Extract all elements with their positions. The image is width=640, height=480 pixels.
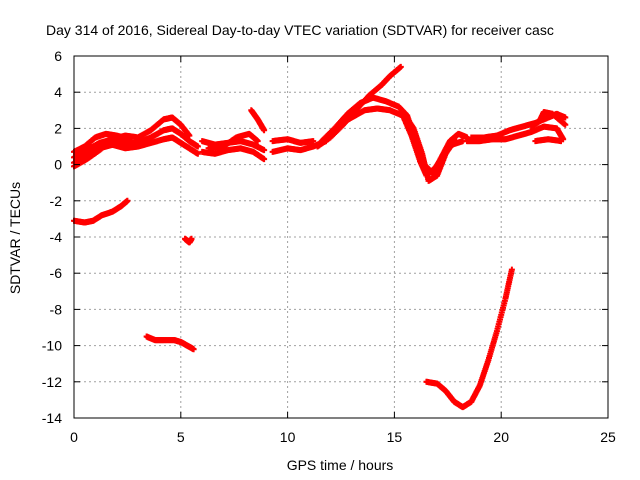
- data-point: [451, 136, 458, 143]
- y-tick-label: -12: [42, 374, 62, 390]
- data-point: [310, 138, 317, 145]
- y-tick-label: -14: [42, 410, 62, 426]
- data-point: [558, 138, 565, 145]
- series-track-d: [71, 130, 133, 155]
- series-track-g: [205, 130, 261, 152]
- x-tick-label: 10: [280, 429, 296, 445]
- chart-title: Day 314 of 2016, Sidereal Day-to-day VTE…: [46, 22, 554, 38]
- y-tick-label: -4: [50, 229, 63, 245]
- series-track-j: [269, 136, 317, 146]
- data-point: [261, 156, 268, 163]
- y-tick-label: 4: [54, 84, 62, 100]
- x-tick-label: 0: [70, 429, 78, 445]
- data-point: [562, 121, 569, 128]
- grid: [74, 56, 608, 418]
- y-tick-label: -8: [50, 301, 63, 317]
- x-axis-label: GPS time / hours: [287, 457, 394, 473]
- data-point: [261, 147, 268, 154]
- x-tick-label: 15: [387, 429, 403, 445]
- data-point: [397, 63, 404, 70]
- x-tick-label: 5: [177, 429, 185, 445]
- y-tick-label: 0: [54, 157, 62, 173]
- x-tick-label: 25: [600, 429, 616, 445]
- y-tick-label: 6: [54, 48, 62, 64]
- y-tick-label: -2: [50, 193, 63, 209]
- series-track-r: [532, 136, 565, 145]
- data-point: [126, 136, 133, 143]
- y-tick-label: -10: [42, 338, 62, 354]
- data-point: [186, 132, 193, 139]
- series-track-v: [423, 266, 515, 411]
- data-point: [508, 266, 515, 273]
- series-track-t: [182, 235, 195, 246]
- data-points: [71, 63, 569, 411]
- data-point: [562, 114, 569, 121]
- x-ticks: 0 5 10 15 20 25: [70, 56, 616, 445]
- data-point: [190, 346, 197, 353]
- series-track-u: [143, 333, 197, 353]
- series-track-q: [528, 109, 569, 130]
- data-point: [261, 127, 268, 134]
- series-track-h: [248, 107, 268, 134]
- y-axis-label: SDTVAR / TECUs: [7, 182, 23, 294]
- data-point: [188, 235, 195, 242]
- series-track-p: [468, 110, 569, 141]
- series-track-f: [199, 145, 268, 163]
- y-tick-label: 2: [54, 120, 62, 136]
- y-tick-label: -6: [50, 265, 63, 281]
- data-point: [194, 150, 201, 157]
- data-point: [254, 138, 261, 145]
- y-ticks: -14 -12 -10 -8 -6 -4 -2 0 2 4 6: [42, 48, 608, 426]
- series-track-m: [335, 105, 466, 179]
- series-track-n: [399, 109, 458, 184]
- data-point: [124, 197, 131, 204]
- series-track-s: [71, 197, 131, 226]
- data-point: [194, 143, 201, 150]
- x-tick-label: 20: [493, 429, 509, 445]
